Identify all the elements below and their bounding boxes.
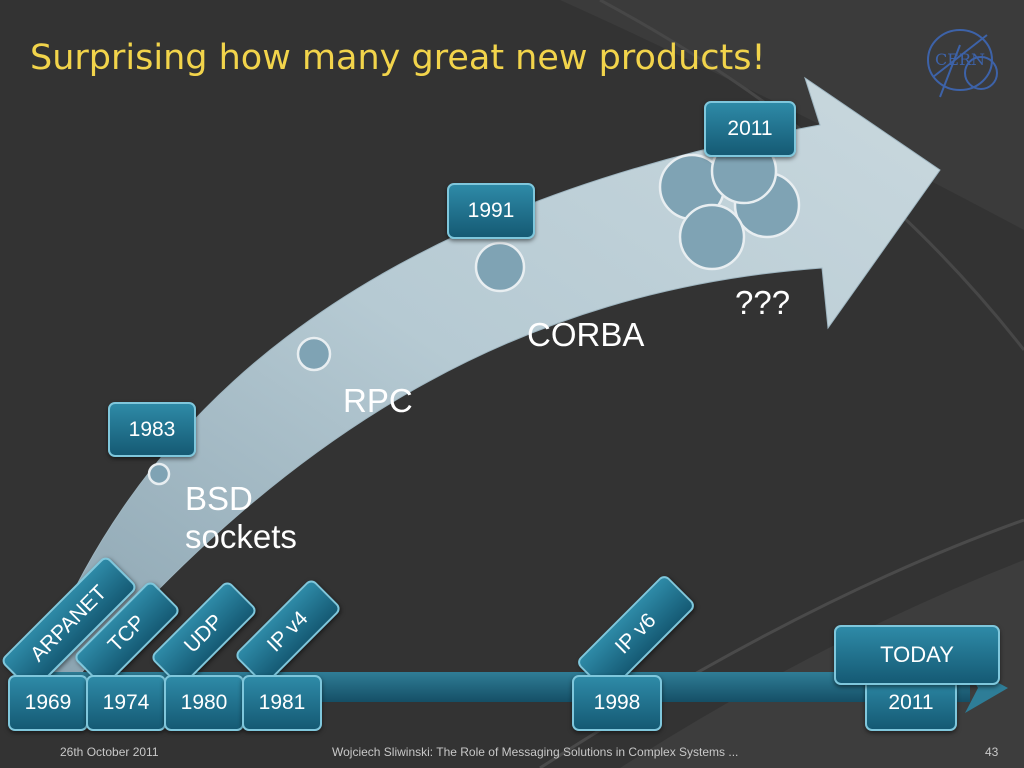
timeline-year-1974: 1974 — [86, 675, 166, 731]
circle-bsd — [147, 462, 171, 486]
label-rpc: RPC — [343, 382, 413, 419]
today-box: TODAY — [834, 625, 1000, 685]
page-number: 43 — [985, 745, 999, 759]
year-tag-2011: 2011 — [704, 101, 796, 157]
year-tag-1983: 1983 — [108, 402, 196, 457]
circle-corba — [474, 241, 526, 293]
timeline-year-1969: 1969 — [8, 675, 88, 731]
footer-title: Wojciech Sliwinski: The Role of Messagin… — [332, 745, 739, 759]
circle-cluster-4 — [678, 203, 746, 271]
year-tag-1991: 1991 — [447, 183, 535, 239]
label-corba: CORBA — [527, 316, 645, 353]
timeline-year-1980: 1980 — [164, 675, 244, 731]
timeline-year-1998: 1998 — [572, 675, 662, 731]
label-bsd-sockets: BSD sockets — [185, 480, 297, 556]
label-unknown: ??? — [735, 284, 791, 321]
label-bsd: BSD — [185, 480, 253, 517]
cern-logo-text: CERN — [935, 50, 985, 69]
cern-logo: CERN — [927, 29, 998, 98]
page-title: Surprising how many great new products! — [30, 38, 766, 78]
label-sockets: sockets — [185, 518, 297, 555]
circle-rpc — [296, 336, 332, 372]
timeline-year-1981: 1981 — [242, 675, 322, 731]
footer-date: 26th October 2011 — [60, 745, 159, 759]
